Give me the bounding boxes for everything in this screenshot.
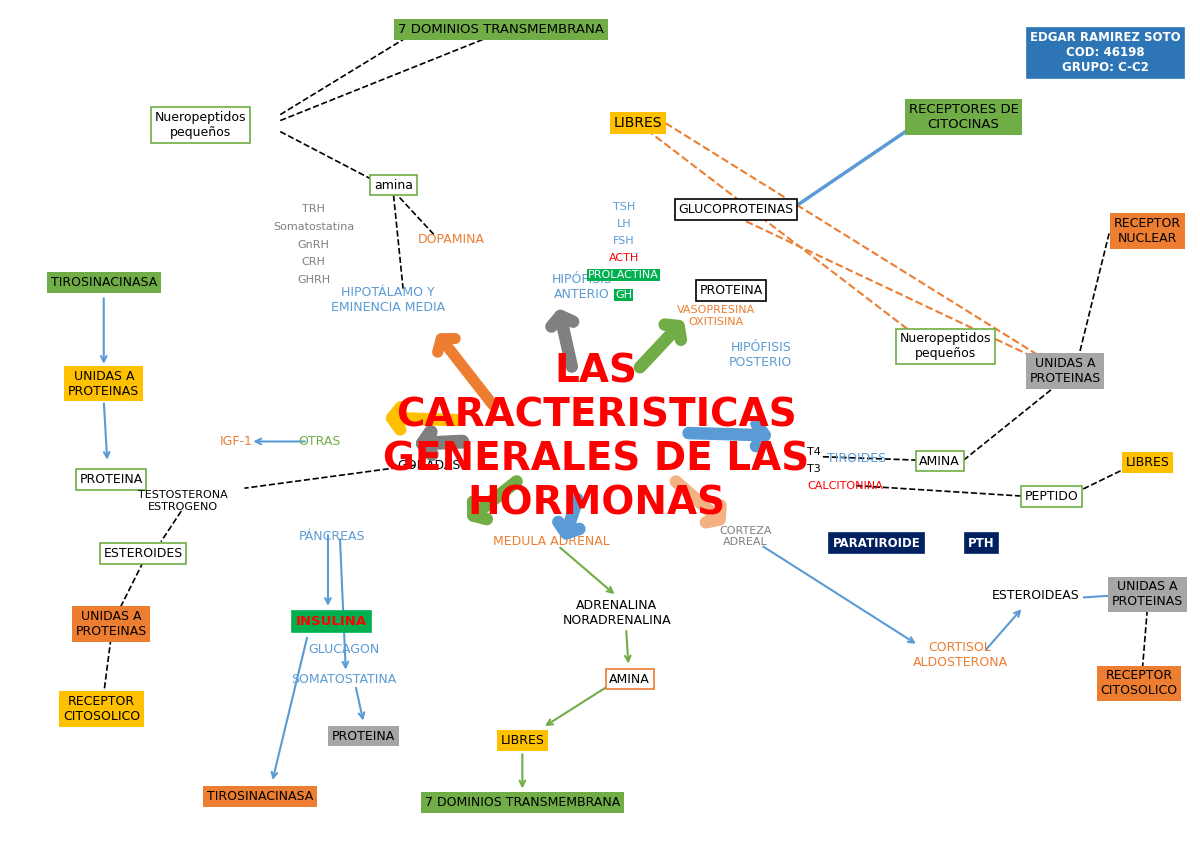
Text: CORTISOL
ALDOSTERONA: CORTISOL ALDOSTERONA [912,642,1008,669]
Text: Nueropeptidos
pequeños: Nueropeptidos pequeños [155,111,246,138]
Text: LAS
CARACTERISTICAS
GENERALES DE LAS
HORMONAS: LAS CARACTERISTICAS GENERALES DE LAS HOR… [383,352,810,522]
Text: GHRH: GHRH [298,275,330,285]
Text: RECEPTOR
CITOSOLICO: RECEPTOR CITOSOLICO [62,695,140,722]
Text: PROLACTINA: PROLACTINA [588,270,659,280]
Text: 7 DOMINIOS TRANSMEMBRANA: 7 DOMINIOS TRANSMEMBRANA [425,796,620,809]
Text: GLUCOPROTEINAS: GLUCOPROTEINAS [678,203,793,216]
Text: PEPTIDO: PEPTIDO [1025,490,1079,503]
Text: UNIDAS A
PROTEINAS: UNIDAS A PROTEINAS [68,370,139,397]
Text: ESTEROIDES: ESTEROIDES [103,547,182,560]
Text: ADRENALINA
NORADRENALINA: ADRENALINA NORADRENALINA [563,599,671,627]
Text: TIROSINACINASA: TIROSINACINASA [50,276,157,290]
Text: IGF-1: IGF-1 [220,435,252,448]
Text: TESTOSTERONA
ESTROGENO: TESTOSTERONA ESTROGENO [138,490,227,512]
Text: HIPÓFISIS
ANTERIO: HIPÓFISIS ANTERIO [552,273,612,301]
Text: TSH: TSH [612,202,635,212]
Text: Nueropeptidos
pequeños: Nueropeptidos pequeños [900,333,991,360]
Text: LH: LH [617,219,631,229]
Text: GH: GH [616,290,632,301]
Text: ACTH: ACTH [608,253,638,263]
Text: FSH: FSH [613,236,635,246]
Text: UNIDAS A
PROTEINAS: UNIDAS A PROTEINAS [1111,581,1183,608]
Text: PTH: PTH [968,537,995,550]
Text: amina: amina [374,178,413,192]
Text: MEDULA ADRENAL: MEDULA ADRENAL [492,535,610,548]
Text: LIBRES: LIBRES [500,734,545,747]
Text: LIBRES: LIBRES [613,116,662,130]
Text: OTRAS: OTRAS [299,435,341,448]
Text: PARATIROIDE: PARATIROIDE [833,537,920,550]
Text: RECEPTOR
NUCLEAR: RECEPTOR NUCLEAR [1114,217,1181,245]
Text: PROTEINA: PROTEINA [700,284,763,297]
Text: HIPOTÁLAMO Y
EMINENCIA MEDIA: HIPOTÁLAMO Y EMINENCIA MEDIA [330,286,445,313]
Text: AMINA: AMINA [610,672,650,686]
Text: DOPAMINA: DOPAMINA [418,233,485,246]
Text: 7 DOMINIOS TRANSMEMBRANA: 7 DOMINIOS TRANSMEMBRANA [398,23,604,37]
Text: PROTEINA: PROTEINA [79,473,143,486]
Text: UNIDAS A
PROTEINAS: UNIDAS A PROTEINAS [76,610,146,638]
Text: RECEPTOR
CITOSOLICO: RECEPTOR CITOSOLICO [1100,670,1177,697]
Text: TIROIDES: TIROIDES [827,452,886,465]
Text: CORTEZA
ADREAL: CORTEZA ADREAL [719,526,772,548]
Text: PÁNCREAS: PÁNCREAS [299,530,365,543]
Text: UNIDAS A
PROTEINAS: UNIDAS A PROTEINAS [1030,357,1100,385]
Text: GLUCAGON: GLUCAGON [308,643,379,656]
Text: Somatostatina: Somatostatina [274,222,354,232]
Text: SOMATOSTATINA: SOMATOSTATINA [290,672,396,686]
Text: TRH: TRH [302,204,325,214]
Text: RECEPTORES DE
CITOCINAS: RECEPTORES DE CITOCINAS [908,104,1019,131]
Text: CRH: CRH [301,257,325,267]
Text: PROTEINA: PROTEINA [332,729,395,743]
Text: VASOPRESINA
OXITISINA: VASOPRESINA OXITISINA [677,305,755,327]
Text: INSULINA: INSULINA [296,615,367,628]
Text: T3: T3 [808,464,821,474]
Text: T4: T4 [808,447,821,457]
Text: LIBRES: LIBRES [1126,456,1169,469]
Text: ESTEROIDEAS: ESTEROIDEAS [991,589,1079,603]
Text: GONADAS: GONADAS [397,458,461,472]
Text: EDGAR RAMIREZ SOTO
COD: 46198
GRUPO: C-C2: EDGAR RAMIREZ SOTO COD: 46198 GRUPO: C-C… [1031,31,1181,74]
Text: TIROSINACINASA: TIROSINACINASA [206,790,313,803]
Text: GnRH: GnRH [298,239,330,250]
Text: HIPÓFISIS
POSTERIO: HIPÓFISIS POSTERIO [730,341,792,368]
Text: AMINA: AMINA [919,454,960,468]
Text: CALCITONINA: CALCITONINA [808,481,883,491]
